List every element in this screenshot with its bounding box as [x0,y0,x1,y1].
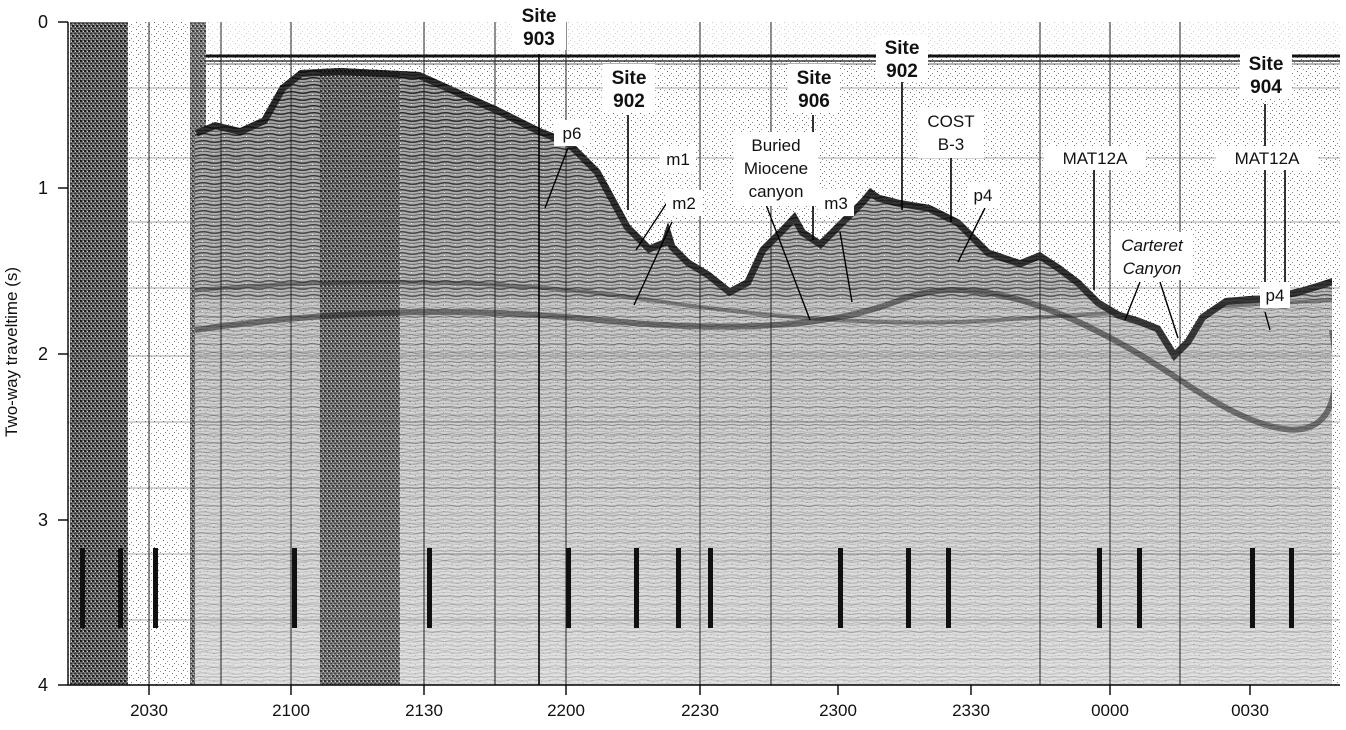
x-tick-label-2030: 2030 [130,701,168,720]
label-buried-line3: canyon [749,182,804,201]
label-p4-b: p4 [1266,286,1285,305]
y-tick-label-3: 3 [38,510,48,530]
x-tick-label-2300: 2300 [819,701,857,720]
y-axis-ticks: 0 1 2 3 4 [38,12,68,695]
label-site-903-line2: 903 [523,29,555,50]
x-tick-label-0000: 0000 [1091,701,1129,720]
label-carteret-line2: Canyon [1123,259,1182,278]
label-m2: m2 [672,194,696,213]
x-tick-label-2230: 2230 [681,701,719,720]
label-cost-line2: B-3 [938,135,964,154]
x-tick-label-0030: 0030 [1231,701,1269,720]
label-site-902-a-line2: 902 [613,91,645,112]
site-lines [538,54,1286,685]
seismic-image [68,22,1340,685]
label-site-904-line2: 904 [1250,77,1282,98]
y-tick-label-4: 4 [38,675,48,695]
x-tick-label-2130: 2130 [405,701,443,720]
label-site-906-line1: Site [797,68,832,89]
label-site-903-line1: Site [522,6,557,27]
label-site-902-a-line1: Site [612,68,647,89]
y-tick-label-2: 2 [38,344,48,364]
label-p4-a: p4 [974,186,993,205]
label-carteret-line1: Carteret [1121,236,1184,255]
label-cost-line1: COST [927,112,974,131]
label-site-904-line1: Site [1249,54,1284,75]
label-site-906-line2: 906 [798,91,830,112]
label-buried-line1: Buried [751,136,800,155]
x-axis-ticks: 2030 2100 2130 2200 2230 2300 2330 0000 … [130,685,1269,720]
x-tick-label-2100: 2100 [272,701,310,720]
label-mat12a-2: MAT12A [1235,149,1301,168]
x-tick-label-2200: 2200 [547,701,585,720]
label-site-902-b-line1: Site [885,38,920,59]
y-tick-label-1: 1 [38,178,48,198]
y-axis-title: Two-way traveltime (s) [2,266,21,438]
label-leaders [544,147,1271,339]
label-m3: m3 [824,194,848,213]
label-m1: m1 [666,150,690,169]
label-site-902-b-line2: 902 [886,61,918,82]
y-tick-label-0: 0 [38,12,48,32]
label-p6: p6 [563,124,582,143]
label-buried-line2: Miocene [744,159,808,178]
annotation-labels: Site 903 Site 902 Site 906 Site 902 Site… [514,4,1318,308]
x-tick-label-2330: 2330 [952,701,990,720]
label-mat12a-1: MAT12A [1063,149,1129,168]
